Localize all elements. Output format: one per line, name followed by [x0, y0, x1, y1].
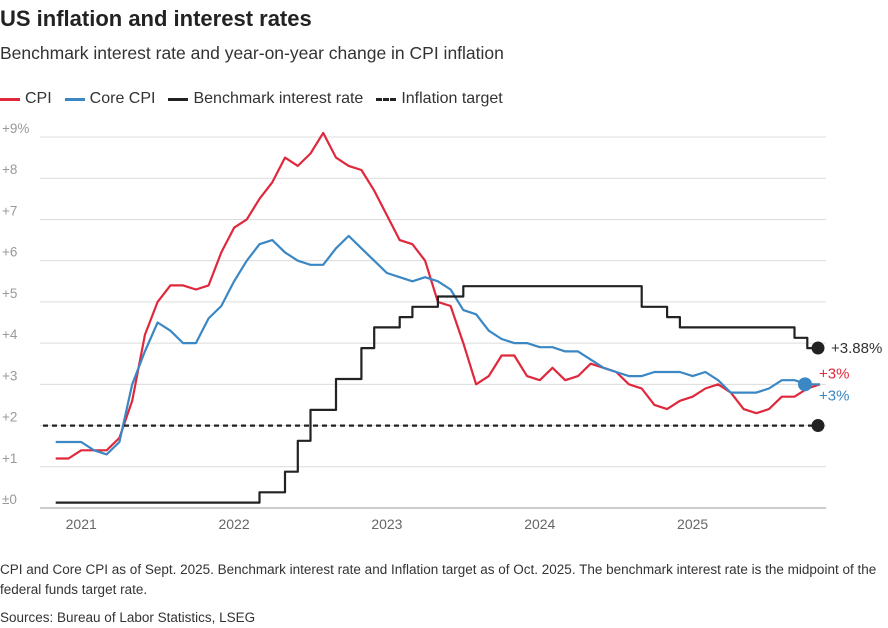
x-tick-label: 2023 [371, 516, 402, 532]
x-tick-label: 2024 [524, 516, 555, 532]
legend-label-inflation-target: Inflation target [401, 90, 503, 107]
series-line-benchmark-interest-rate [55, 285, 820, 504]
series-line-core-cpi [55, 234, 820, 456]
legend-label-core-cpi: Core CPI [89, 90, 156, 107]
source-note: Sources: Bureau of Labor Statistics, LSE… [0, 610, 256, 625]
x-tick-label: 2021 [66, 516, 97, 532]
y-tick-label: +6 [2, 245, 17, 260]
legend-label-cpi: CPI [25, 90, 52, 107]
legend-item-core-cpi: Core CPI [64, 90, 156, 108]
legend-swatch-core-cpi [64, 97, 85, 101]
legend-item-inflation-target: Inflation target [376, 90, 503, 108]
x-tick-label: 2025 [677, 516, 708, 532]
y-tick-label: +1 [2, 451, 17, 466]
end-marker-inflation-target [811, 419, 825, 433]
chart-subtitle: Benchmark interest rate and year-on-year… [0, 43, 504, 63]
chart-title: US inflation and interest rates [0, 6, 312, 31]
y-tick-label: +5 [2, 286, 17, 301]
y-tick-label: +8 [2, 162, 17, 177]
legend-label-benchmark-rate: Benchmark interest rate [193, 90, 364, 107]
y-tick-label: +7 [2, 203, 17, 218]
legend-item-cpi: CPI [0, 90, 52, 108]
footnote: CPI and Core CPI as of Sept. 2025. Bench… [0, 562, 877, 597]
y-tick-label: +9% [2, 121, 29, 136]
y-tick-label: +3 [2, 368, 17, 383]
end-marker-benchmark-rate [811, 341, 825, 355]
y-tick-label: +4 [2, 327, 18, 342]
legend-swatch-benchmark-rate [168, 97, 189, 101]
legend-swatch-cpi [0, 97, 20, 101]
legend-item-benchmark-rate: Benchmark interest rate [168, 90, 363, 108]
y-tick-label: +2 [2, 410, 17, 425]
legend-swatch-inflation-target [376, 97, 397, 101]
end-label-benchmark-rate: +3.88% [831, 340, 882, 357]
x-tick-label: 2022 [218, 516, 249, 532]
end-label-cpi: +3% [819, 365, 849, 382]
y-tick-label: ±0 [2, 492, 17, 507]
end-label-core-cpi: +3% [819, 387, 849, 404]
end-marker-core-cpi [798, 377, 812, 392]
line-chart: ±0 +1 +2 +3 +4 +5 +6 +7 +8 +9% 2021 2022 2023 2024 202… [2, 121, 882, 532]
legend: CPI Core CPI Benchmark interest rate Inf… [0, 89, 516, 109]
